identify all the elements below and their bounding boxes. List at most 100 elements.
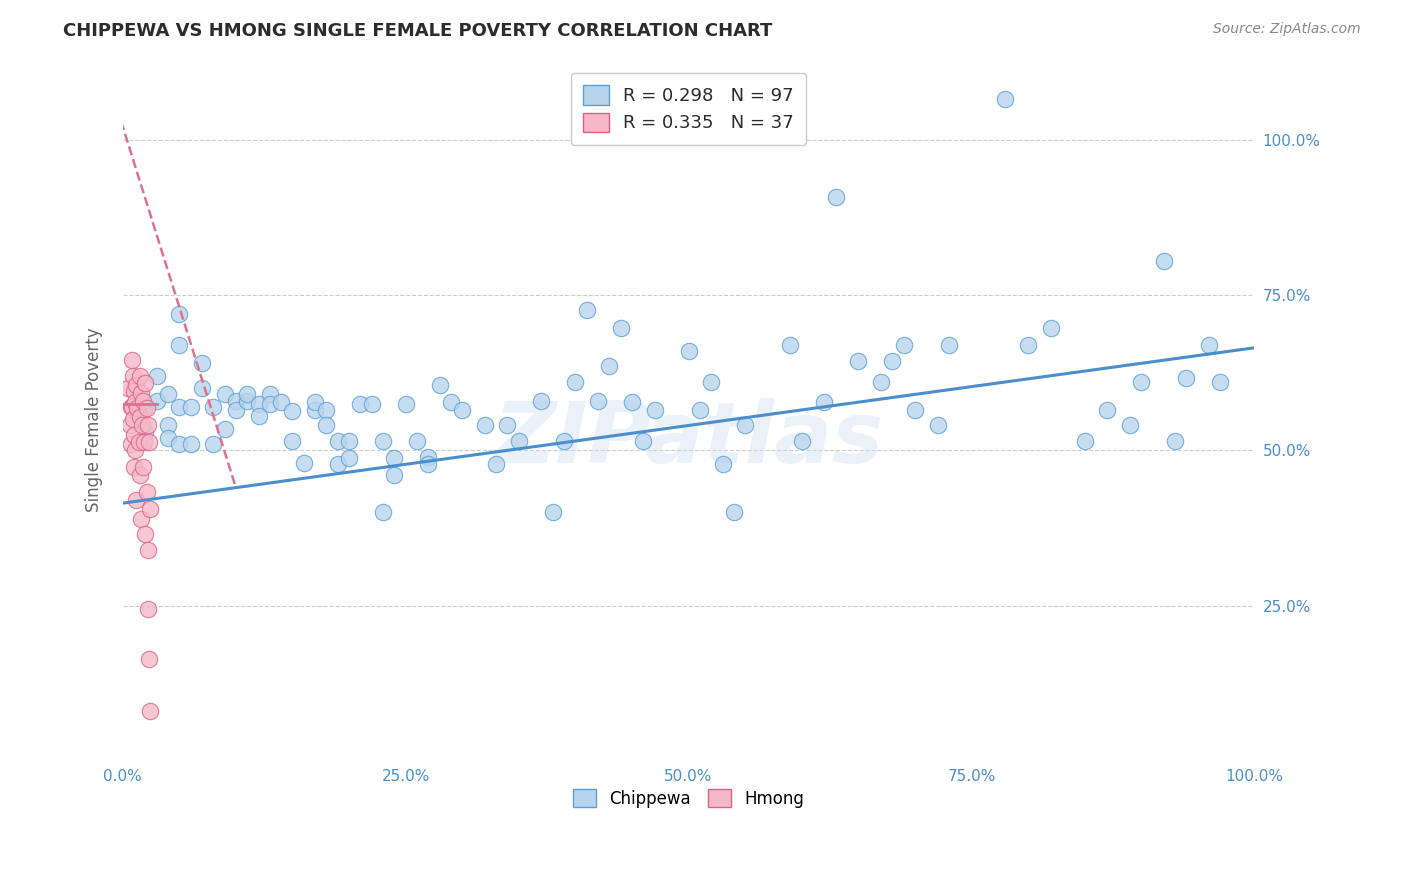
- Point: [124, 443, 146, 458]
- Point: [360, 397, 382, 411]
- Point: [418, 457, 440, 471]
- Point: [118, 418, 141, 433]
- Point: [259, 397, 281, 411]
- Point: [315, 403, 337, 417]
- Point: [304, 403, 326, 417]
- Point: [136, 602, 159, 616]
- Point: [337, 451, 360, 466]
- Point: [960, 30, 983, 45]
- Point: [156, 431, 179, 445]
- Point: [202, 437, 225, 451]
- Point: [247, 409, 270, 424]
- Point: [734, 418, 756, 433]
- Y-axis label: Single Female Poverty: Single Female Poverty: [86, 327, 103, 512]
- Point: [236, 387, 259, 401]
- Point: [1130, 375, 1153, 389]
- Point: [700, 375, 723, 389]
- Point: [882, 354, 904, 368]
- Point: [134, 435, 156, 450]
- Point: [337, 434, 360, 448]
- Point: [586, 393, 609, 408]
- Point: [1153, 253, 1175, 268]
- Point: [575, 303, 598, 318]
- Point: [1209, 375, 1232, 389]
- Point: [139, 704, 162, 718]
- Point: [122, 412, 145, 426]
- Point: [723, 506, 745, 520]
- Point: [779, 337, 801, 351]
- Point: [1073, 434, 1095, 448]
- Point: [281, 404, 304, 418]
- Point: [145, 368, 167, 383]
- Point: [214, 421, 236, 435]
- Point: [530, 393, 553, 408]
- Point: [609, 321, 631, 335]
- Point: [136, 542, 159, 557]
- Point: [429, 378, 451, 392]
- Legend: Chippewa, Hmong: Chippewa, Hmong: [567, 782, 811, 814]
- Point: [122, 384, 145, 399]
- Point: [824, 190, 846, 204]
- Point: [1039, 321, 1062, 335]
- Point: [122, 427, 145, 442]
- Point: [128, 468, 150, 483]
- Point: [1164, 434, 1187, 448]
- Point: [1198, 337, 1220, 351]
- Point: [202, 400, 225, 414]
- Point: [644, 403, 666, 417]
- Point: [145, 393, 167, 408]
- Point: [893, 337, 915, 351]
- Point: [169, 400, 191, 414]
- Point: [756, 108, 779, 122]
- Point: [129, 385, 152, 400]
- Point: [127, 401, 149, 415]
- Point: [564, 375, 586, 389]
- Text: Source: ZipAtlas.com: Source: ZipAtlas.com: [1213, 22, 1361, 37]
- Point: [395, 397, 418, 411]
- Point: [214, 387, 236, 401]
- Point: [169, 307, 191, 321]
- Point: [180, 437, 202, 451]
- Point: [132, 460, 155, 475]
- Point: [124, 395, 146, 409]
- Point: [128, 435, 150, 450]
- Point: [281, 434, 304, 448]
- Point: [371, 506, 394, 520]
- Point: [620, 395, 643, 409]
- Point: [994, 92, 1017, 106]
- Point: [870, 375, 893, 389]
- Point: [156, 418, 179, 433]
- Point: [711, 457, 734, 471]
- Point: [382, 451, 405, 466]
- Point: [129, 511, 152, 525]
- Point: [938, 337, 960, 351]
- Point: [125, 493, 148, 508]
- Point: [485, 457, 508, 471]
- Point: [474, 418, 496, 433]
- Point: [678, 343, 700, 358]
- Point: [418, 450, 440, 464]
- Point: [846, 354, 869, 368]
- Point: [156, 387, 179, 401]
- Point: [440, 395, 463, 409]
- Point: [904, 403, 927, 417]
- Point: [633, 434, 655, 448]
- Point: [553, 434, 575, 448]
- Point: [382, 468, 405, 483]
- Point: [139, 502, 162, 516]
- Point: [236, 393, 259, 408]
- Point: [122, 368, 145, 383]
- Point: [315, 418, 337, 433]
- Point: [134, 400, 156, 414]
- Point: [349, 397, 371, 411]
- Point: [927, 418, 949, 433]
- Point: [132, 393, 155, 408]
- Point: [598, 359, 620, 374]
- Point: [270, 395, 292, 409]
- Point: [138, 435, 160, 450]
- Point: [135, 401, 157, 415]
- Point: [121, 353, 143, 368]
- Point: [790, 434, 813, 448]
- Point: [247, 397, 270, 411]
- Point: [292, 456, 315, 470]
